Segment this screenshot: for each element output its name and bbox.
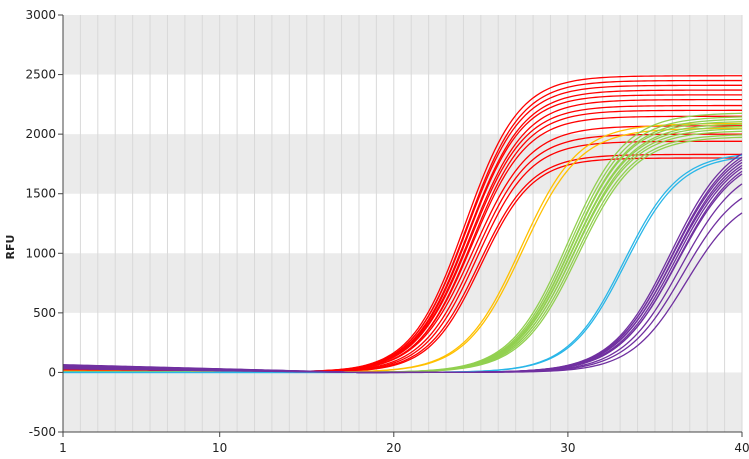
axes: [58, 14, 743, 437]
series-line-1: [62, 79, 742, 373]
y-tick-label-0: 0: [48, 365, 56, 379]
y-axis-title: RFU: [4, 235, 17, 260]
series-line-0: [62, 75, 742, 373]
background-band-3: [63, 15, 742, 75]
series-line-38: [62, 212, 743, 374]
x-tick-label-40: 40: [734, 441, 749, 455]
y-tick-label-3000: 3000: [25, 8, 56, 22]
background-band-2: [63, 134, 742, 194]
background-band-1: [63, 253, 742, 313]
x-tick-label-10: 10: [212, 441, 227, 455]
series-line-2: [62, 84, 742, 373]
tick-labels: -500 0 500 1000 1500 2000 2500 3000 1 10 20 30 40: [25, 8, 749, 455]
y-tick-label-1000: 1000: [25, 246, 56, 260]
x-tick-label-30: 30: [560, 441, 575, 455]
y-tick-label-2000: 2000: [25, 127, 56, 141]
y-tick-label-2500: 2500: [25, 68, 56, 82]
x-tick-label-1: 1: [59, 441, 67, 455]
y-tick-label--500: -500: [29, 425, 56, 439]
series-group: [62, 75, 743, 374]
y-tick-label-1500: 1500: [25, 187, 56, 201]
x-tick-label-20: 20: [386, 441, 401, 455]
y-tick-label-500: 500: [33, 306, 56, 320]
background-band-0: [63, 372, 742, 432]
